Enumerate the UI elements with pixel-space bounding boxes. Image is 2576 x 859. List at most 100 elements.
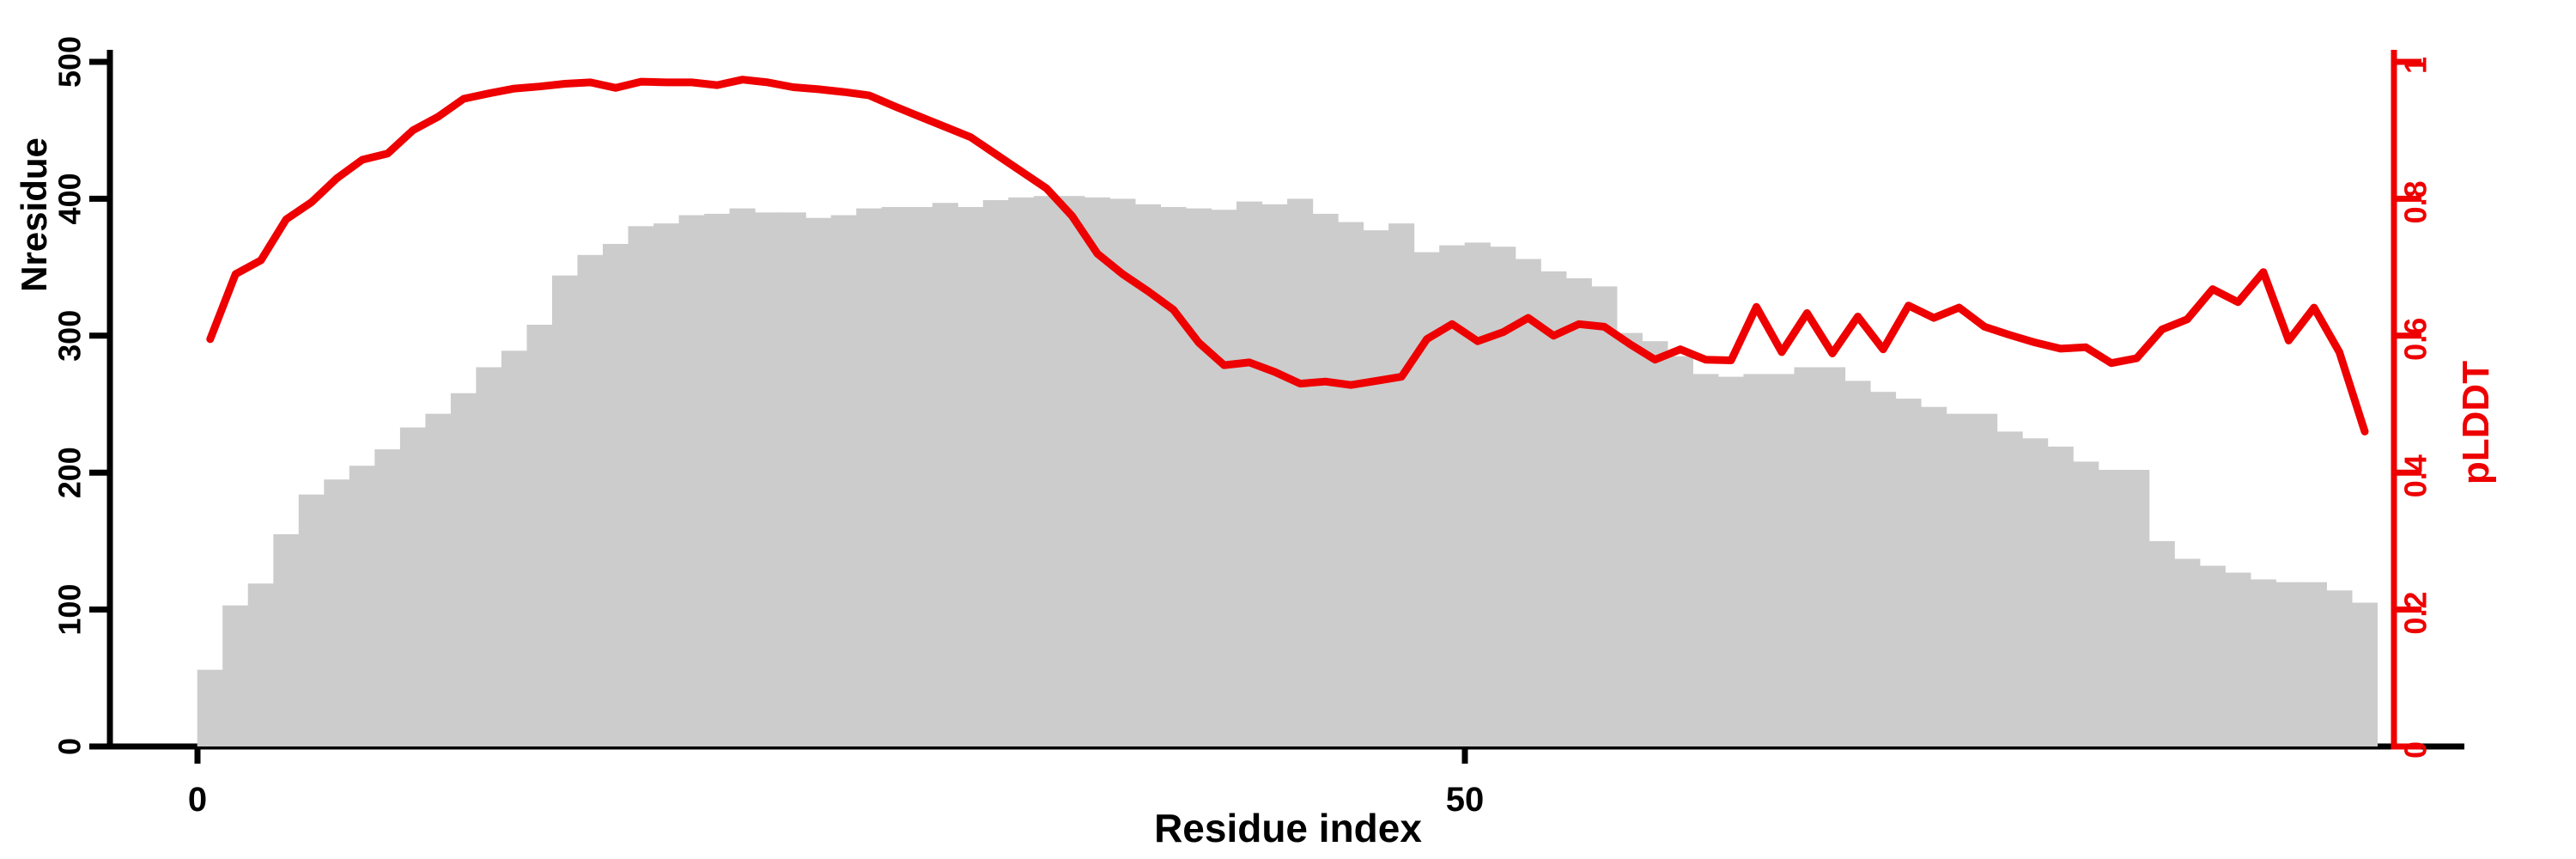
bar (805, 217, 832, 746)
bar (2199, 565, 2226, 746)
bar (1261, 204, 1288, 747)
bar (1186, 208, 1212, 747)
bar (1515, 259, 1541, 746)
right-y-tick-label: 0.6 (2398, 318, 2433, 361)
bar (2275, 582, 2302, 746)
right-y-tick-label: 0.8 (2398, 180, 2433, 223)
bar (1008, 197, 1035, 747)
left-y-tick-label: 100 (52, 584, 88, 636)
bar (1413, 252, 1440, 747)
nresidue-bars (197, 196, 2378, 747)
bar (1946, 413, 1972, 746)
right-y-axis-title: pLDDT (2455, 360, 2497, 485)
bar (1996, 431, 2023, 746)
bar (2047, 446, 2074, 746)
bar (1084, 197, 1110, 747)
bar (476, 367, 502, 746)
bar (932, 203, 958, 746)
bar (577, 254, 604, 746)
bar (1109, 198, 1136, 746)
bar (603, 244, 629, 746)
bar (1160, 207, 1187, 746)
bar (1591, 286, 1618, 746)
bar (1692, 374, 1719, 746)
bar (1464, 242, 1491, 746)
bar (1388, 223, 1415, 747)
bar (1642, 341, 1668, 746)
bar (1033, 196, 1060, 746)
bar (1844, 381, 1871, 746)
bar (2351, 602, 2378, 746)
bar (729, 208, 756, 747)
bar (1971, 413, 1998, 746)
bar (2326, 590, 2353, 746)
bar (907, 207, 933, 746)
left-y-tick-label: 200 (52, 447, 88, 498)
bar (425, 413, 452, 746)
bar (1338, 222, 1364, 746)
right-y-tick-label: 0 (2398, 741, 2433, 758)
right-y-tick-label: 0.4 (2398, 454, 2433, 497)
bar (1312, 213, 1339, 746)
bar (678, 215, 705, 746)
bar (1717, 376, 1744, 746)
bar (830, 215, 857, 746)
bar (2225, 572, 2251, 746)
bar (957, 207, 984, 746)
bar (526, 325, 553, 746)
bar (1895, 399, 1922, 746)
bar (1565, 277, 1592, 746)
bar (704, 213, 731, 746)
bar (2174, 558, 2201, 746)
bar (1616, 332, 1643, 746)
bar (2300, 582, 2327, 746)
bar (755, 212, 781, 747)
bar (628, 226, 654, 746)
bar (1540, 271, 1567, 746)
right-y-tick-label: 0.2 (2398, 592, 2433, 635)
bar (1211, 210, 1237, 746)
bar (982, 200, 1009, 746)
bar (273, 533, 300, 746)
bar (1236, 201, 1263, 747)
x-tick-label: 50 (1446, 781, 1485, 819)
bar (653, 223, 680, 747)
bar (552, 275, 579, 746)
left-y-tick-label: 300 (52, 310, 88, 362)
bar (324, 479, 350, 746)
bar (1870, 392, 1897, 746)
bar (1794, 367, 1820, 746)
bar (247, 583, 274, 746)
bar (2250, 579, 2276, 746)
bar (1287, 198, 1314, 746)
bar (2123, 470, 2150, 746)
bar (450, 393, 477, 746)
bar (399, 427, 426, 746)
bar (298, 494, 325, 746)
bar (501, 350, 527, 746)
bar (881, 207, 908, 746)
x-axis-title: Residue index (1154, 806, 1422, 850)
bar (856, 208, 883, 747)
bar (1059, 196, 1085, 746)
bar (222, 605, 249, 746)
bar (2073, 461, 2099, 746)
bar (1490, 247, 1516, 746)
bar (1743, 374, 1770, 746)
bar (2098, 470, 2124, 746)
bar (1820, 367, 1846, 746)
left-y-tick-label: 500 (52, 36, 88, 88)
bar (780, 212, 806, 747)
left-y-tick-label: 400 (52, 173, 88, 224)
bar (2022, 438, 2049, 746)
bar (1768, 374, 1795, 746)
bar (1921, 406, 1947, 746)
bar (1363, 230, 1389, 747)
right-y-tick-label: 1 (2398, 57, 2433, 74)
bar (1667, 356, 1693, 746)
plddt-line (206, 76, 2369, 436)
bar (2148, 540, 2175, 746)
left-y-tick-label: 0 (52, 738, 88, 755)
bar (374, 449, 401, 746)
